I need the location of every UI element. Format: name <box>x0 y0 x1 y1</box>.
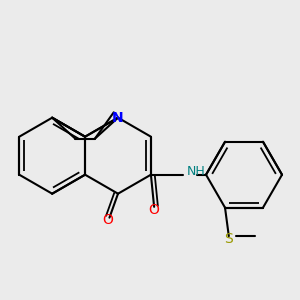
Text: S: S <box>224 232 233 246</box>
Text: O: O <box>149 203 160 217</box>
Text: N: N <box>112 111 124 125</box>
Text: NH: NH <box>186 165 205 178</box>
Text: O: O <box>102 212 113 226</box>
